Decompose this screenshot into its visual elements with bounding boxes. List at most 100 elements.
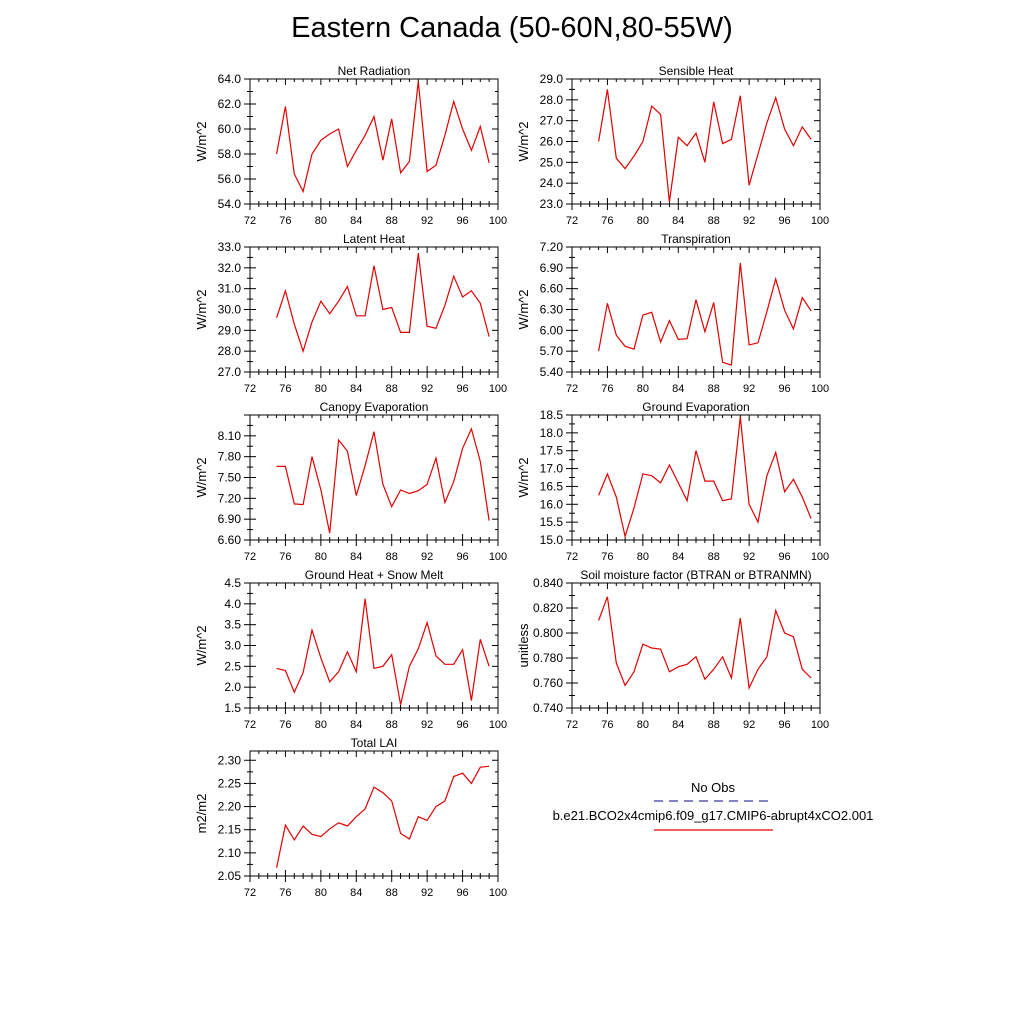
panel-5: Ground Evaporation W/m^2 72 76 80 84 88 92 96 100… [516,400,829,563]
x-tick-label: 92 [743,215,755,227]
x-tick-label: 72 [244,383,256,395]
y-tick-label: 24.0 [540,176,564,190]
y-tick-label: 0.780 [533,651,563,665]
x-tick-label: 88 [386,383,398,395]
y-tick-label: 1.5 [224,701,241,715]
y-tick-label: 29.0 [218,323,242,337]
x-tick-label: 96 [456,887,468,899]
series-line [598,89,812,202]
panel-title: Net Radiation [338,64,411,78]
x-tick-label: 84 [672,719,684,731]
x-tick-label: 76 [279,887,291,899]
panel-4: Canopy Evaporation W/m^2 72 76 80 84 88 92 96 100… [194,400,507,563]
series-line [276,253,490,354]
y-tick-label: 6.60 [540,282,564,296]
y-tick-label: 7.20 [218,491,242,505]
y-axis-label: W/m^2 [516,457,531,497]
x-tick-label: 96 [456,215,468,227]
y-tick-label: 31.0 [218,282,242,296]
panel-0: Net Radiation W/m^2 72 76 80 84 88 92 96 100 54.0 5… [194,64,507,227]
x-tick-label: 72 [244,215,256,227]
legend: No Obs b.e21.BCO2x4cmip6.f09_g17.CMIP6-ab… [553,780,874,831]
x-tick-label: 88 [386,215,398,227]
x-tick-label: 76 [279,719,291,731]
y-tick-label: 58.0 [218,147,242,161]
x-tick-label: 100 [489,719,507,731]
x-tick-label: 92 [421,215,433,227]
x-tick-label: 84 [350,383,362,395]
y-axis-label: W/m^2 [194,121,209,161]
y-tick-label: 17.0 [540,462,564,476]
x-tick-label: 96 [778,383,790,395]
x-tick-label: 88 [386,887,398,899]
y-tick-label: 17.5 [540,444,564,458]
legend-model-label: b.e21.BCO2x4cmip6.f09_g17.CMIP6-abrupt4x… [553,808,874,823]
y-tick-label: 32.0 [218,261,242,275]
y-tick-label: 0.760 [533,676,563,690]
x-tick-label: 80 [637,215,649,227]
x-tick-label: 92 [743,551,755,563]
x-tick-label: 76 [279,215,291,227]
panel-7: Soil moisture factor (BTRAN or BTRANMN) u… [516,568,829,731]
series-line [276,598,490,705]
plot-frame [249,750,499,877]
panel-1: Sensible Heat W/m^2 72 76 80 84 88 92 96 100 23.0 2… [516,64,829,227]
panel-title: Ground Heat + Snow Melt [305,568,444,582]
plot-frame [571,78,821,205]
y-axis-label: W/m^2 [194,625,209,665]
y-tick-label: 60.0 [218,122,242,136]
x-tick-label: 100 [489,383,507,395]
y-axis-label: unitless [516,623,531,668]
x-tick-label: 80 [637,719,649,731]
y-tick-label: 23.0 [540,197,564,211]
y-axis-label: W/m^2 [194,289,209,329]
y-tick-label: 0.740 [533,701,563,715]
y-tick-label: 4.0 [224,597,241,611]
series-line [276,81,490,194]
series-line [598,596,812,691]
plot-frame [249,582,499,709]
x-tick-label: 84 [672,215,684,227]
y-tick-label: 6.30 [540,303,564,317]
series-line [276,765,490,868]
y-tick-label: 2.0 [224,680,241,694]
y-tick-label: 2.20 [218,800,242,814]
y-tick-label: 2.25 [218,776,242,790]
y-tick-label: 7.80 [218,450,242,464]
x-tick-label: 92 [421,887,433,899]
x-tick-label: 92 [421,551,433,563]
y-tick-label: 30.0 [218,303,242,317]
y-tick-label: 3.5 [224,618,241,632]
y-tick-label: 0.800 [533,626,563,640]
x-tick-label: 96 [778,719,790,731]
y-tick-label: 25.0 [540,155,564,169]
x-tick-label: 80 [637,383,649,395]
x-tick-label: 88 [708,719,720,731]
y-tick-label: 16.0 [540,497,564,511]
x-tick-label: 84 [350,887,362,899]
x-tick-label: 72 [566,551,578,563]
x-tick-label: 96 [778,551,790,563]
x-tick-label: 76 [601,383,613,395]
x-tick-label: 84 [672,383,684,395]
y-tick-label: 28.0 [218,344,242,358]
x-tick-label: 84 [350,215,362,227]
x-tick-label: 76 [601,551,613,563]
x-tick-label: 92 [421,719,433,731]
x-tick-label: 96 [456,719,468,731]
y-tick-label: 18.0 [540,426,564,440]
x-tick-label: 80 [315,551,327,563]
y-axis-label: W/m^2 [516,289,531,329]
y-tick-label: 2.10 [218,846,242,860]
x-tick-label: 100 [489,215,507,227]
x-tick-label: 100 [489,551,507,563]
x-tick-label: 80 [315,215,327,227]
y-tick-label: 0.820 [533,601,563,615]
y-tick-label: 2.5 [224,659,241,673]
x-tick-label: 96 [456,551,468,563]
y-tick-label: 6.90 [218,512,242,526]
x-tick-label: 100 [811,551,829,563]
x-tick-label: 100 [489,887,507,899]
y-tick-label: 27.0 [540,114,564,128]
x-tick-label: 72 [566,383,578,395]
